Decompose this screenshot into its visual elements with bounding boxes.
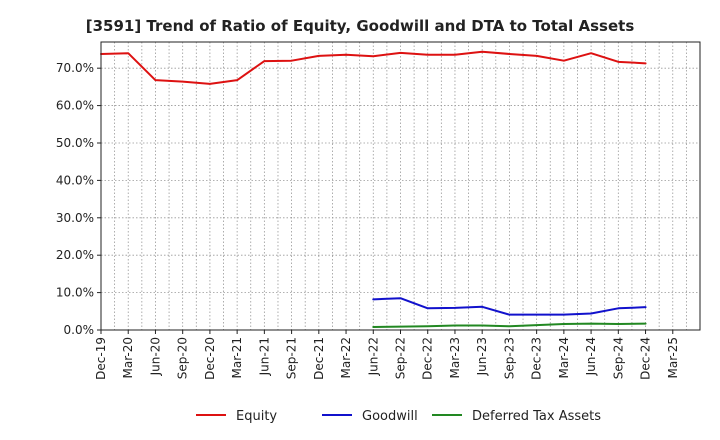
y-tick-label: 10.0% [56,286,94,300]
x-tick-label: Jun-24 [584,337,598,376]
series-line-goodwill [372,297,647,316]
x-tick-label: Jun-23 [475,337,489,376]
x-tick-label: Mar-20 [121,337,135,378]
x-tick-label: Mar-22 [339,337,353,378]
x-axis: Dec-19 Mar-20 Jun-20 Sep-20 Dec-20 Mar-21 Jun-… [94,330,680,380]
legend-label-goodwill: Goodwill [362,409,418,424]
x-tick-label: Jun-22 [366,337,380,376]
x-tick-label: Jun-21 [257,337,271,376]
x-tick-label: Sep-23 [502,337,516,379]
x-tick-label: Mar-25 [666,337,680,378]
x-tick-label: Dec-23 [530,337,544,380]
x-tick-label: Sep-22 [394,337,408,379]
x-tick-label: Dec-21 [312,337,326,380]
x-tick-label: Mar-21 [230,337,244,378]
series-line-equity [100,50,647,85]
y-tick-label: 20.0% [56,248,94,262]
legend-label-equity: Equity [236,409,277,424]
x-tick-label: Sep-24 [611,337,625,379]
y-tick-label: 30.0% [56,211,94,225]
y-tick-label: 70.0% [56,61,94,75]
x-tick-label: Dec-19 [94,337,108,380]
x-tick-label: Sep-20 [176,337,190,379]
grid [101,42,700,331]
series-lines [100,50,647,329]
series-line-deferred-tax-assets [372,322,647,329]
y-tick-label: 40.0% [56,173,94,187]
x-tick-label: Dec-20 [203,337,217,380]
y-axis: 0.0% 10.0% 20.0% 30.0% 40.0% 50.0% 60.0% 70.0% [56,61,101,337]
x-tick-label: Sep-21 [285,337,299,379]
x-tick-label: Jun-20 [148,337,162,376]
chart-title: [3591] Trend of Ratio of Equity, Goodwil… [86,17,635,35]
x-tick-label: Dec-22 [421,337,435,380]
y-tick-label: 50.0% [56,136,94,150]
x-tick-label: Dec-24 [639,337,653,380]
x-tick-label: Mar-24 [557,337,571,378]
y-tick-label: 0.0% [64,323,95,337]
y-tick-label: 60.0% [56,99,94,113]
x-tick-label: Mar-23 [448,337,462,378]
legend: Equity Goodwill Deferred Tax Assets [196,409,601,424]
legend-label-deferred-tax-assets: Deferred Tax Assets [472,409,601,424]
